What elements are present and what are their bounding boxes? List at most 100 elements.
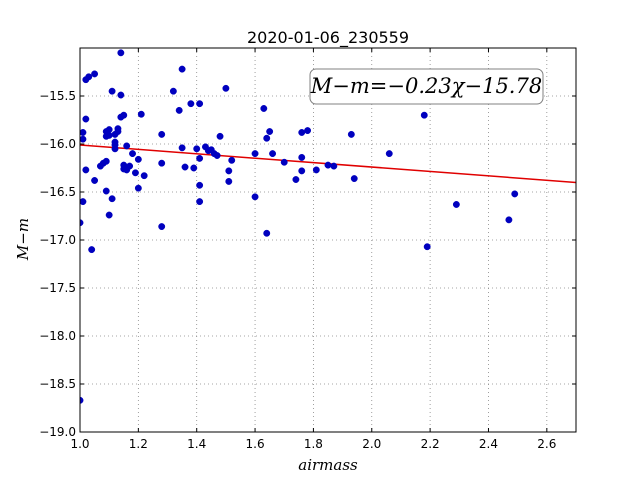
data-point [102, 187, 110, 195]
data-point [263, 134, 271, 142]
data-point [80, 198, 87, 206]
data-point [175, 106, 183, 114]
data-point [140, 172, 148, 180]
data-point [251, 193, 259, 201]
data-point [196, 100, 204, 108]
data-point [324, 161, 332, 169]
data-point [298, 167, 306, 175]
data-point [266, 128, 274, 135]
fit-annotation-box [309, 68, 544, 105]
y-tick-label: −18.5 [39, 377, 76, 391]
x-tick-label: 1.0 [70, 437, 89, 451]
data-point [196, 198, 204, 206]
data-point [129, 150, 136, 158]
data-point [385, 150, 393, 158]
data-point [82, 166, 90, 174]
data-point [213, 152, 221, 159]
data-point [134, 155, 142, 163]
data-point [108, 87, 116, 95]
data-point [505, 216, 513, 224]
fit-equation: M−m=−0.23χ−15.78 [310, 74, 542, 98]
data-point [298, 129, 306, 136]
data-point [228, 156, 236, 164]
data-point [420, 111, 428, 119]
data-point [91, 70, 99, 78]
axis-ticks: 1.0 1.2 1.4 1.6 1.8 2.0 2.2 2.4 2.6 −15.5 −16.0 −16… [39, 48, 576, 451]
data-point [105, 131, 113, 139]
y-axis-label: M−m [14, 218, 32, 261]
data-point [114, 125, 122, 133]
data-point [117, 91, 125, 99]
y-tick-label: −16.5 [39, 185, 76, 199]
data-point [80, 135, 87, 143]
y-tick-label: −18.0 [39, 329, 76, 343]
data-point [123, 142, 131, 150]
y-tick-label: −19.0 [39, 425, 76, 439]
data-point [178, 144, 186, 152]
data-point [85, 73, 93, 81]
data-point [269, 150, 277, 158]
y-tick-label: −17.5 [39, 281, 76, 295]
data-point [196, 154, 204, 162]
data-point [216, 132, 224, 140]
y-tick-label: −17.0 [39, 233, 76, 247]
data-point [137, 110, 145, 118]
data-point [280, 158, 288, 166]
data-point [350, 175, 358, 183]
data-point [88, 246, 96, 254]
data-point [80, 129, 87, 136]
data-point [105, 211, 113, 219]
x-tick-label: 1.4 [187, 437, 206, 451]
data-point [111, 145, 119, 153]
data-point [347, 130, 355, 138]
data-point [131, 169, 139, 177]
data-point [158, 130, 166, 138]
data-point [187, 100, 195, 108]
data-point [452, 201, 460, 208]
data-point [292, 176, 300, 183]
data-point [298, 153, 306, 161]
data-point [102, 157, 110, 165]
data-point [126, 162, 134, 170]
data-point [196, 181, 204, 189]
x-axis-label: airmass [298, 456, 358, 474]
data-point [225, 177, 233, 185]
data-point [82, 115, 90, 123]
data-point [120, 111, 128, 119]
data-point [312, 166, 320, 174]
y-tick-label: −16.0 [39, 137, 76, 151]
data-point [193, 145, 201, 153]
chart-title: 2020-01-06_230559 [247, 28, 409, 48]
x-tick-label: 2.4 [479, 437, 498, 451]
data-point [105, 126, 113, 134]
data-point [117, 49, 125, 57]
data-point [134, 184, 142, 192]
data-point [260, 105, 268, 112]
x-tick-label: 2.6 [537, 437, 556, 451]
data-point [263, 229, 271, 237]
data-point [158, 159, 166, 167]
x-tick-label: 1.6 [246, 437, 265, 451]
x-tick-label: 2.0 [362, 437, 381, 451]
data-point [181, 163, 189, 171]
data-point [91, 177, 99, 184]
data-point [158, 223, 166, 231]
data-point [190, 164, 198, 172]
data-point [225, 167, 233, 175]
data-point [169, 87, 177, 95]
data-point [251, 150, 259, 158]
data-point [111, 138, 119, 146]
data-point [304, 127, 312, 135]
data-point [423, 243, 431, 251]
x-tick-label: 1.2 [129, 437, 148, 451]
data-point [222, 84, 230, 92]
y-tick-label: −15.5 [39, 89, 76, 103]
x-tick-label: 2.2 [421, 437, 440, 451]
data-point [330, 162, 338, 170]
data-point [511, 190, 519, 198]
x-tick-label: 1.8 [304, 437, 323, 451]
data-point [108, 195, 116, 203]
fit-annotation: M−m=−0.23χ−15.78 [309, 68, 544, 105]
data-point [178, 65, 186, 73]
